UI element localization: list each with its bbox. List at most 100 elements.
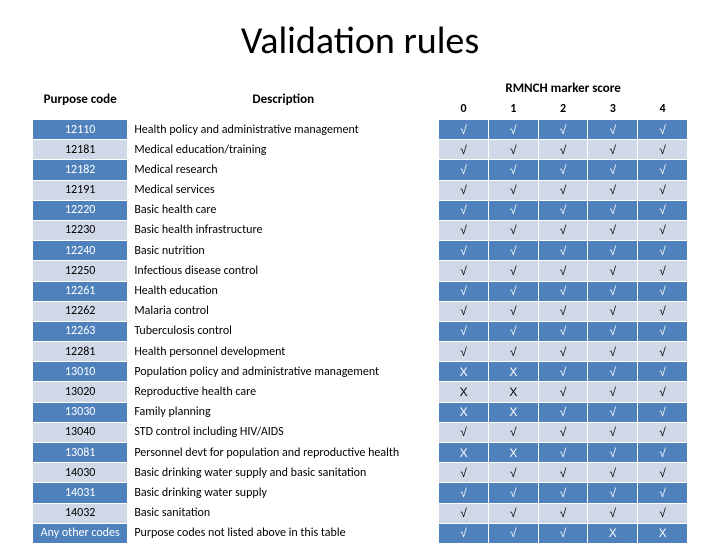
cell-score: √ <box>638 220 688 240</box>
cell-score: √ <box>588 483 638 503</box>
cell-code: 14031 <box>33 483 128 503</box>
table-row: 14031Basic drinking water supply√√√√√ <box>33 483 688 503</box>
cell-score: √ <box>439 321 489 341</box>
cell-score: √ <box>439 220 489 240</box>
cell-score: √ <box>488 301 538 321</box>
cell-code: 14030 <box>33 463 128 483</box>
table-row: 12263Tuberculosis control√√√√√ <box>33 321 688 341</box>
cell-description: Basic health care <box>128 200 439 220</box>
cell-score: √ <box>638 362 688 382</box>
cell-score: √ <box>538 241 588 261</box>
cell-description: Medical research <box>128 160 439 180</box>
cell-score: √ <box>439 422 489 442</box>
cell-score: √ <box>588 463 638 483</box>
validation-table: Purpose code Description RMNCH marker sc… <box>32 78 688 544</box>
cell-score: √ <box>638 301 688 321</box>
header-rmnch: RMNCH marker score <box>439 79 688 99</box>
table-row: 13030Family planningXX√√√ <box>33 402 688 422</box>
cell-score: √ <box>439 342 489 362</box>
cell-score: √ <box>538 382 588 402</box>
cell-score: √ <box>538 321 588 341</box>
cell-score: √ <box>638 342 688 362</box>
cell-score: √ <box>588 362 638 382</box>
cell-score: X <box>439 443 489 463</box>
cell-code: 13010 <box>33 362 128 382</box>
cell-code: 12230 <box>33 220 128 240</box>
cell-score: √ <box>538 342 588 362</box>
table-body: 12110Health policy and administrative ma… <box>33 120 688 544</box>
cell-code: Any other codes <box>33 523 128 543</box>
header-score-1: 1 <box>488 99 538 120</box>
cell-score: √ <box>488 503 538 523</box>
cell-score: X <box>488 362 538 382</box>
header-score-3: 3 <box>588 99 638 120</box>
cell-description: Malaria control <box>128 301 439 321</box>
cell-score: √ <box>588 200 638 220</box>
cell-score: √ <box>488 342 538 362</box>
cell-score: √ <box>588 261 638 281</box>
cell-score: √ <box>638 321 688 341</box>
cell-score: √ <box>588 301 638 321</box>
cell-code: 14032 <box>33 503 128 523</box>
cell-code: 12250 <box>33 261 128 281</box>
cell-code: 12261 <box>33 281 128 301</box>
cell-score: √ <box>588 402 638 422</box>
cell-code: 12110 <box>33 120 128 140</box>
cell-description: Purpose codes not listed above in this t… <box>128 523 439 543</box>
cell-score: √ <box>638 503 688 523</box>
cell-score: √ <box>439 160 489 180</box>
header-description: Description <box>128 79 439 120</box>
cell-score: √ <box>588 443 638 463</box>
cell-code: 12240 <box>33 241 128 261</box>
cell-description: Basic health infrastructure <box>128 220 439 240</box>
cell-score: √ <box>638 200 688 220</box>
table-row: 13040STD control including HIV/AIDS√√√√√ <box>33 422 688 442</box>
cell-score: √ <box>538 483 588 503</box>
cell-description: Population policy and administrative man… <box>128 362 439 382</box>
cell-score: √ <box>588 140 638 160</box>
cell-score: √ <box>439 463 489 483</box>
cell-score: √ <box>488 483 538 503</box>
cell-score: √ <box>439 140 489 160</box>
cell-score: √ <box>588 220 638 240</box>
cell-score: √ <box>538 443 588 463</box>
cell-score: √ <box>488 523 538 543</box>
cell-score: √ <box>538 220 588 240</box>
cell-description: Health personnel development <box>128 342 439 362</box>
cell-score: √ <box>439 281 489 301</box>
cell-score: √ <box>588 281 638 301</box>
cell-score: X <box>488 382 538 402</box>
cell-score: √ <box>638 281 688 301</box>
cell-code: 13020 <box>33 382 128 402</box>
cell-code: 12181 <box>33 140 128 160</box>
cell-score: X <box>439 382 489 402</box>
cell-score: √ <box>588 382 638 402</box>
cell-score: √ <box>638 463 688 483</box>
cell-description: Basic drinking water supply and basic sa… <box>128 463 439 483</box>
cell-score: √ <box>638 241 688 261</box>
cell-score: √ <box>439 301 489 321</box>
table-row: 13081Personnel devt for population and r… <box>33 443 688 463</box>
cell-description: Reproductive health care <box>128 382 439 402</box>
cell-score: √ <box>638 382 688 402</box>
cell-score: √ <box>638 261 688 281</box>
table-row: 13020Reproductive health careXX√√√ <box>33 382 688 402</box>
cell-score: √ <box>588 422 638 442</box>
cell-description: STD control including HIV/AIDS <box>128 422 439 442</box>
cell-score: √ <box>439 483 489 503</box>
cell-score: X <box>588 523 638 543</box>
cell-score: √ <box>638 483 688 503</box>
cell-score: √ <box>638 443 688 463</box>
header-score-0: 0 <box>439 99 489 120</box>
cell-score: √ <box>538 160 588 180</box>
header-score-4: 4 <box>638 99 688 120</box>
table-row: 12182Medical research√√√√√ <box>33 160 688 180</box>
cell-score: √ <box>588 160 638 180</box>
cell-score: √ <box>488 200 538 220</box>
slide-title: Validation rules <box>32 18 688 64</box>
cell-score: √ <box>538 362 588 382</box>
cell-score: X <box>488 443 538 463</box>
table-row: 13010Population policy and administrativ… <box>33 362 688 382</box>
cell-score: √ <box>488 140 538 160</box>
table-row: 12191Medical services√√√√√ <box>33 180 688 200</box>
